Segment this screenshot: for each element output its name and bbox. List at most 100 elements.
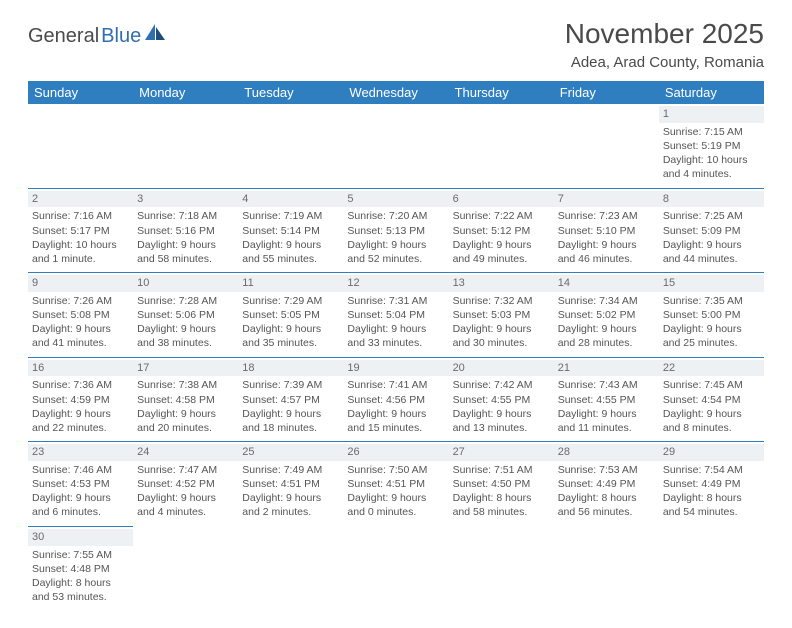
calendar-cell [659, 526, 764, 610]
daylight-text: and 49 minutes. [453, 252, 550, 266]
calendar-cell: 13Sunrise: 7:32 AMSunset: 5:03 PMDayligh… [449, 273, 554, 358]
sunrise-text: Sunrise: 7:16 AM [32, 209, 129, 223]
daylight-text: Daylight: 9 hours [347, 238, 444, 252]
calendar-cell: 11Sunrise: 7:29 AMSunset: 5:05 PMDayligh… [238, 273, 343, 358]
sunrise-text: Sunrise: 7:18 AM [137, 209, 234, 223]
sunset-text: Sunset: 5:13 PM [347, 224, 444, 238]
daylight-text: Daylight: 9 hours [347, 491, 444, 505]
sunrise-text: Sunrise: 7:22 AM [453, 209, 550, 223]
sunset-text: Sunset: 5:09 PM [663, 224, 760, 238]
calendar-cell: 2Sunrise: 7:16 AMSunset: 5:17 PMDaylight… [28, 188, 133, 273]
day-number: 18 [238, 360, 343, 377]
day-number: 27 [449, 444, 554, 461]
day-number: 2 [28, 191, 133, 208]
calendar-cell [238, 526, 343, 610]
calendar-cell: 4Sunrise: 7:19 AMSunset: 5:14 PMDaylight… [238, 188, 343, 273]
weekday-header: Sunday [28, 81, 133, 104]
daylight-text: and 18 minutes. [242, 421, 339, 435]
day-number: 4 [238, 191, 343, 208]
sunrise-text: Sunrise: 7:36 AM [32, 378, 129, 392]
calendar-cell: 9Sunrise: 7:26 AMSunset: 5:08 PMDaylight… [28, 273, 133, 358]
calendar-cell: 23Sunrise: 7:46 AMSunset: 4:53 PMDayligh… [28, 442, 133, 527]
logo-word1: General [28, 25, 99, 48]
calendar-cell [343, 526, 448, 610]
sunset-text: Sunset: 4:53 PM [32, 477, 129, 491]
sunset-text: Sunset: 5:14 PM [242, 224, 339, 238]
sunrise-text: Sunrise: 7:43 AM [558, 378, 655, 392]
day-number: 23 [28, 444, 133, 461]
calendar-cell [28, 104, 133, 188]
logo-word2: Blue [101, 25, 141, 48]
day-number: 30 [28, 529, 133, 546]
daylight-text: Daylight: 9 hours [347, 322, 444, 336]
sunset-text: Sunset: 4:48 PM [32, 562, 129, 576]
daylight-text: Daylight: 9 hours [242, 238, 339, 252]
sunset-text: Sunset: 4:50 PM [453, 477, 550, 491]
sunset-text: Sunset: 4:54 PM [663, 393, 760, 407]
sunrise-text: Sunrise: 7:26 AM [32, 294, 129, 308]
daylight-text: and 2 minutes. [242, 505, 339, 519]
calendar-cell: 18Sunrise: 7:39 AMSunset: 4:57 PMDayligh… [238, 357, 343, 442]
daylight-text: and 58 minutes. [137, 252, 234, 266]
calendar-cell [449, 526, 554, 610]
day-number: 25 [238, 444, 343, 461]
daylight-text: Daylight: 9 hours [137, 238, 234, 252]
daylight-text: and 28 minutes. [558, 336, 655, 350]
sail-icon [145, 24, 167, 48]
weekday-header: Friday [554, 81, 659, 104]
calendar-cell [238, 104, 343, 188]
day-number: 15 [659, 275, 764, 292]
sunset-text: Sunset: 4:55 PM [558, 393, 655, 407]
sunrise-text: Sunrise: 7:31 AM [347, 294, 444, 308]
sunset-text: Sunset: 5:02 PM [558, 308, 655, 322]
daylight-text: and 41 minutes. [32, 336, 129, 350]
calendar-cell: 5Sunrise: 7:20 AMSunset: 5:13 PMDaylight… [343, 188, 448, 273]
sunset-text: Sunset: 5:17 PM [32, 224, 129, 238]
daylight-text: Daylight: 8 hours [32, 576, 129, 590]
calendar-table: Sunday Monday Tuesday Wednesday Thursday… [28, 81, 764, 610]
sunset-text: Sunset: 4:59 PM [32, 393, 129, 407]
daylight-text: Daylight: 9 hours [32, 407, 129, 421]
day-number: 13 [449, 275, 554, 292]
day-number: 22 [659, 360, 764, 377]
day-number: 17 [133, 360, 238, 377]
calendar-cell: 1Sunrise: 7:15 AMSunset: 5:19 PMDaylight… [659, 104, 764, 188]
day-number: 21 [554, 360, 659, 377]
daylight-text: and 56 minutes. [558, 505, 655, 519]
calendar-cell: 21Sunrise: 7:43 AMSunset: 4:55 PMDayligh… [554, 357, 659, 442]
day-number: 6 [449, 191, 554, 208]
sunset-text: Sunset: 4:49 PM [558, 477, 655, 491]
daylight-text: Daylight: 9 hours [32, 491, 129, 505]
sunrise-text: Sunrise: 7:23 AM [558, 209, 655, 223]
daylight-text: Daylight: 9 hours [137, 322, 234, 336]
calendar-cell [343, 104, 448, 188]
daylight-text: and 35 minutes. [242, 336, 339, 350]
sunrise-text: Sunrise: 7:55 AM [32, 548, 129, 562]
daylight-text: Daylight: 9 hours [663, 322, 760, 336]
daylight-text: and 25 minutes. [663, 336, 760, 350]
sunset-text: Sunset: 5:04 PM [347, 308, 444, 322]
calendar-week-row: 2Sunrise: 7:16 AMSunset: 5:17 PM Daylight… [28, 188, 764, 273]
sunset-text: Sunset: 5:06 PM [137, 308, 234, 322]
title-block: November 2025 Adea, Arad County, Romania [565, 18, 764, 71]
calendar-cell: 22Sunrise: 7:45 AMSunset: 4:54 PMDayligh… [659, 357, 764, 442]
sunrise-text: Sunrise: 7:15 AM [663, 125, 760, 139]
calendar-cell: 28Sunrise: 7:53 AMSunset: 4:49 PMDayligh… [554, 442, 659, 527]
sunrise-text: Sunrise: 7:51 AM [453, 463, 550, 477]
weekday-header: Thursday [449, 81, 554, 104]
calendar-cell [554, 104, 659, 188]
calendar-week-row: 9Sunrise: 7:26 AMSunset: 5:08 PMDaylight… [28, 273, 764, 358]
day-number: 14 [554, 275, 659, 292]
day-number: 10 [133, 275, 238, 292]
daylight-text: Daylight: 10 hours [663, 153, 760, 167]
daylight-text: and 33 minutes. [347, 336, 444, 350]
calendar-cell: 6Sunrise: 7:22 AMSunset: 5:12 PMDaylight… [449, 188, 554, 273]
day-number: 12 [343, 275, 448, 292]
daylight-text: Daylight: 9 hours [558, 407, 655, 421]
sunrise-text: Sunrise: 7:42 AM [453, 378, 550, 392]
daylight-text: and 46 minutes. [558, 252, 655, 266]
daylight-text: Daylight: 9 hours [347, 407, 444, 421]
sunset-text: Sunset: 5:05 PM [242, 308, 339, 322]
daylight-text: and 4 minutes. [663, 167, 760, 181]
calendar-cell: 8Sunrise: 7:25 AMSunset: 5:09 PMDaylight… [659, 188, 764, 273]
